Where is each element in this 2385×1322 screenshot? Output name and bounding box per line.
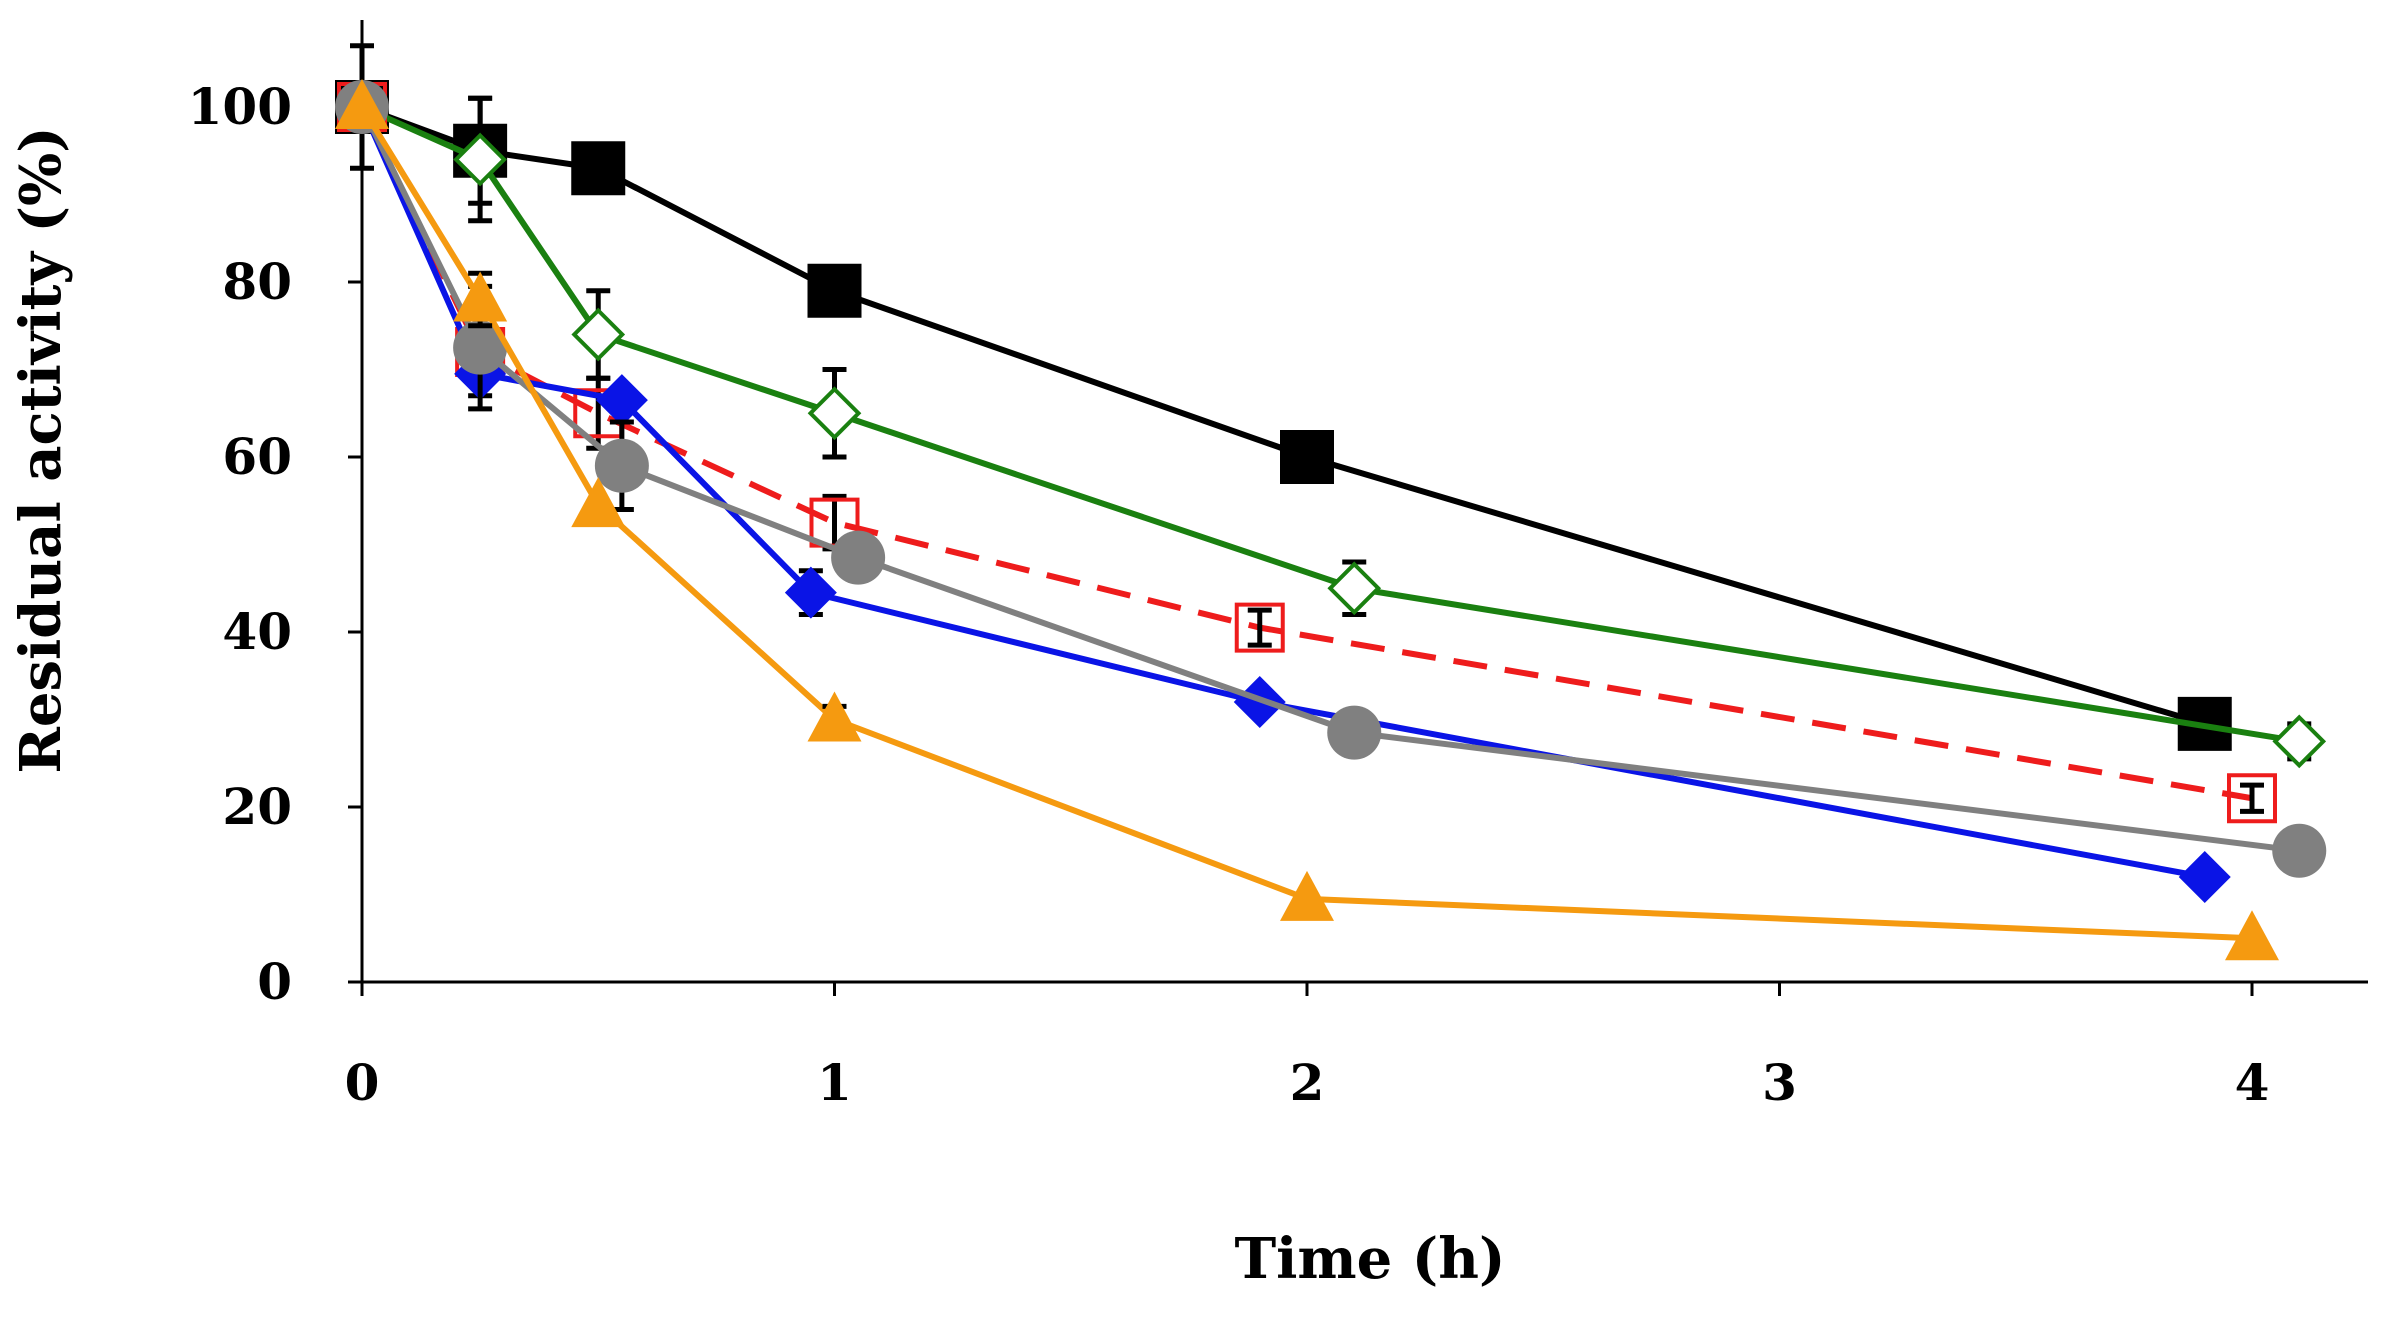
data-point	[1234, 602, 1285, 653]
x-tick-label: 1	[817, 1053, 852, 1112]
data-point	[2272, 714, 2327, 769]
data-point	[1327, 705, 1382, 760]
y-axis-title: Residual activity (%)	[8, 126, 74, 773]
series-2	[335, 80, 2327, 769]
data-point	[1280, 870, 1334, 921]
data-point	[571, 477, 626, 528]
y-tick-label: 100	[188, 77, 292, 136]
data-point	[453, 271, 508, 322]
series-line	[359, 105, 2253, 942]
data-point	[335, 79, 389, 129]
y-tick-label: 80	[222, 252, 292, 311]
y-tick-label: 0	[257, 952, 292, 1011]
data-point	[807, 386, 862, 441]
data-point	[594, 438, 649, 493]
x-tick-label: 3	[1762, 1053, 1797, 1112]
data-point	[807, 263, 862, 318]
data-point	[1280, 430, 1334, 484]
series-line	[360, 104, 2300, 745]
data-point	[2178, 851, 2231, 903]
error-bar	[2240, 782, 2264, 814]
x-tick-label: 2	[1290, 1053, 1325, 1112]
data-point	[595, 374, 648, 427]
series-layer	[335, 43, 2327, 961]
series-line	[359, 105, 2300, 854]
data-point	[831, 530, 886, 585]
data-point	[807, 691, 862, 742]
data-point	[2225, 910, 2279, 961]
y-tick-label: 20	[222, 777, 292, 836]
data-point	[453, 132, 507, 187]
x-axis-title: Time (h)	[1234, 1226, 1505, 1292]
data-point	[2227, 773, 2277, 824]
data-point	[1327, 561, 1382, 616]
series-line	[359, 105, 2206, 880]
series-6	[335, 79, 2279, 961]
data-point	[571, 307, 626, 362]
data-point	[571, 141, 626, 196]
y-tick-label: 40	[222, 602, 292, 661]
data-point	[453, 320, 508, 375]
data-point	[784, 566, 837, 619]
y-tick-label: 60	[222, 427, 292, 486]
data-point	[2272, 823, 2327, 878]
error-bar	[1247, 607, 1272, 648]
series-5	[335, 80, 2327, 878]
x-tick-label: 4	[2235, 1053, 2270, 1112]
x-tick-label: 0	[345, 1053, 380, 1112]
